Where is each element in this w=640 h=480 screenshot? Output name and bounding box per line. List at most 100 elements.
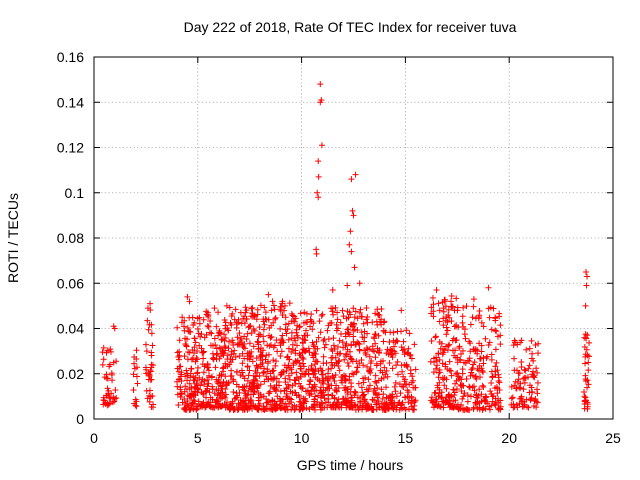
data-point — [521, 398, 528, 405]
data-point — [264, 366, 271, 373]
data-point — [236, 340, 243, 347]
data-point — [446, 341, 453, 348]
data-point — [391, 383, 398, 390]
data-point — [521, 366, 528, 373]
data-point — [203, 394, 210, 401]
data-point — [448, 293, 455, 300]
data-point — [186, 314, 193, 321]
data-point — [213, 386, 220, 393]
data-point — [372, 340, 379, 347]
data-point — [467, 384, 474, 391]
data-point — [234, 368, 241, 375]
data-point — [442, 361, 449, 368]
data-point — [478, 348, 485, 355]
data-point — [239, 384, 246, 391]
data-point — [330, 342, 337, 349]
data-point — [365, 376, 372, 383]
data-point — [584, 384, 591, 391]
data-point — [270, 357, 277, 364]
data-point — [398, 401, 405, 408]
data-point — [176, 348, 183, 355]
data-point — [585, 359, 592, 366]
data-point — [583, 282, 590, 289]
data-point — [337, 319, 344, 326]
data-point — [354, 327, 361, 334]
data-point — [297, 365, 304, 372]
data-point — [512, 339, 519, 346]
data-point — [329, 308, 336, 315]
data-point — [534, 390, 541, 397]
data-point — [230, 378, 237, 385]
data-point — [401, 346, 408, 353]
data-point — [492, 327, 499, 334]
data-point — [318, 384, 324, 391]
data-point — [291, 389, 298, 396]
data-point — [191, 344, 198, 351]
data-point — [183, 370, 190, 377]
data-point — [445, 312, 452, 319]
data-points — [99, 81, 593, 413]
data-point — [310, 404, 317, 411]
data-point — [435, 402, 442, 409]
data-point — [360, 379, 367, 386]
data-point — [200, 401, 207, 408]
data-point — [260, 338, 267, 345]
data-point — [360, 375, 367, 382]
data-point — [336, 367, 343, 374]
data-point — [227, 373, 234, 380]
y-tick-label: 0.06 — [57, 275, 84, 291]
data-point — [316, 318, 323, 325]
data-point — [143, 370, 150, 377]
data-point — [378, 316, 385, 323]
data-point — [350, 333, 357, 340]
data-point — [355, 340, 362, 347]
data-point — [272, 316, 279, 323]
data-point — [283, 330, 290, 337]
data-point — [346, 241, 353, 248]
data-point — [375, 349, 382, 356]
data-point — [478, 319, 485, 326]
data-point — [476, 313, 483, 320]
data-point — [234, 392, 241, 399]
data-point — [521, 379, 528, 386]
data-point — [582, 353, 589, 360]
data-point — [250, 388, 257, 395]
data-point — [372, 354, 379, 361]
data-point — [348, 248, 355, 255]
data-point — [528, 337, 535, 344]
data-point — [325, 366, 332, 373]
x-tick-label: 5 — [194, 430, 202, 446]
data-point — [523, 346, 530, 353]
data-point — [339, 307, 346, 314]
data-point — [286, 300, 293, 307]
data-point — [187, 328, 194, 335]
data-point — [256, 324, 263, 331]
data-point — [338, 400, 345, 407]
data-point — [285, 336, 292, 343]
data-point — [269, 406, 276, 413]
data-point — [388, 350, 395, 357]
data-point — [440, 376, 447, 383]
data-point — [264, 368, 271, 375]
data-point — [364, 319, 371, 326]
data-point — [403, 361, 410, 368]
data-point — [291, 318, 298, 325]
data-point — [300, 355, 307, 362]
data-point — [261, 378, 268, 385]
data-point — [277, 372, 284, 379]
data-point — [264, 360, 271, 367]
data-point — [451, 323, 458, 330]
data-point — [334, 309, 341, 316]
data-point — [400, 384, 407, 391]
data-point — [331, 395, 338, 402]
data-point — [246, 350, 253, 357]
data-point — [220, 368, 227, 375]
data-point — [102, 400, 109, 407]
data-point — [277, 306, 284, 313]
data-point — [186, 386, 193, 393]
data-point — [450, 386, 457, 393]
data-point — [476, 340, 483, 347]
data-point — [493, 328, 500, 335]
data-point — [272, 314, 279, 321]
data-point — [228, 321, 235, 328]
